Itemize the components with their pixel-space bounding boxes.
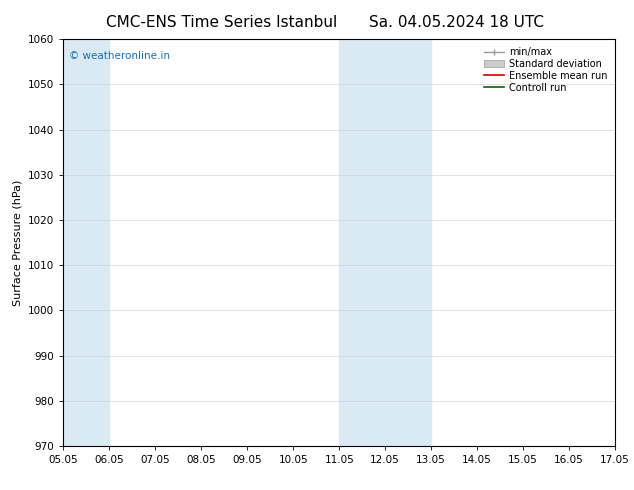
Legend: min/max, Standard deviation, Ensemble mean run, Controll run: min/max, Standard deviation, Ensemble me…: [481, 44, 610, 96]
Bar: [339, 39, 431, 446]
Y-axis label: Surface Pressure (hPa): Surface Pressure (hPa): [13, 179, 23, 306]
Text: CMC-ENS Time Series Istanbul: CMC-ENS Time Series Istanbul: [107, 15, 337, 30]
Bar: [63, 39, 110, 446]
Text: © weatheronline.in: © weatheronline.in: [69, 51, 170, 61]
Text: Sa. 04.05.2024 18 UTC: Sa. 04.05.2024 18 UTC: [369, 15, 544, 30]
Bar: [615, 39, 634, 446]
